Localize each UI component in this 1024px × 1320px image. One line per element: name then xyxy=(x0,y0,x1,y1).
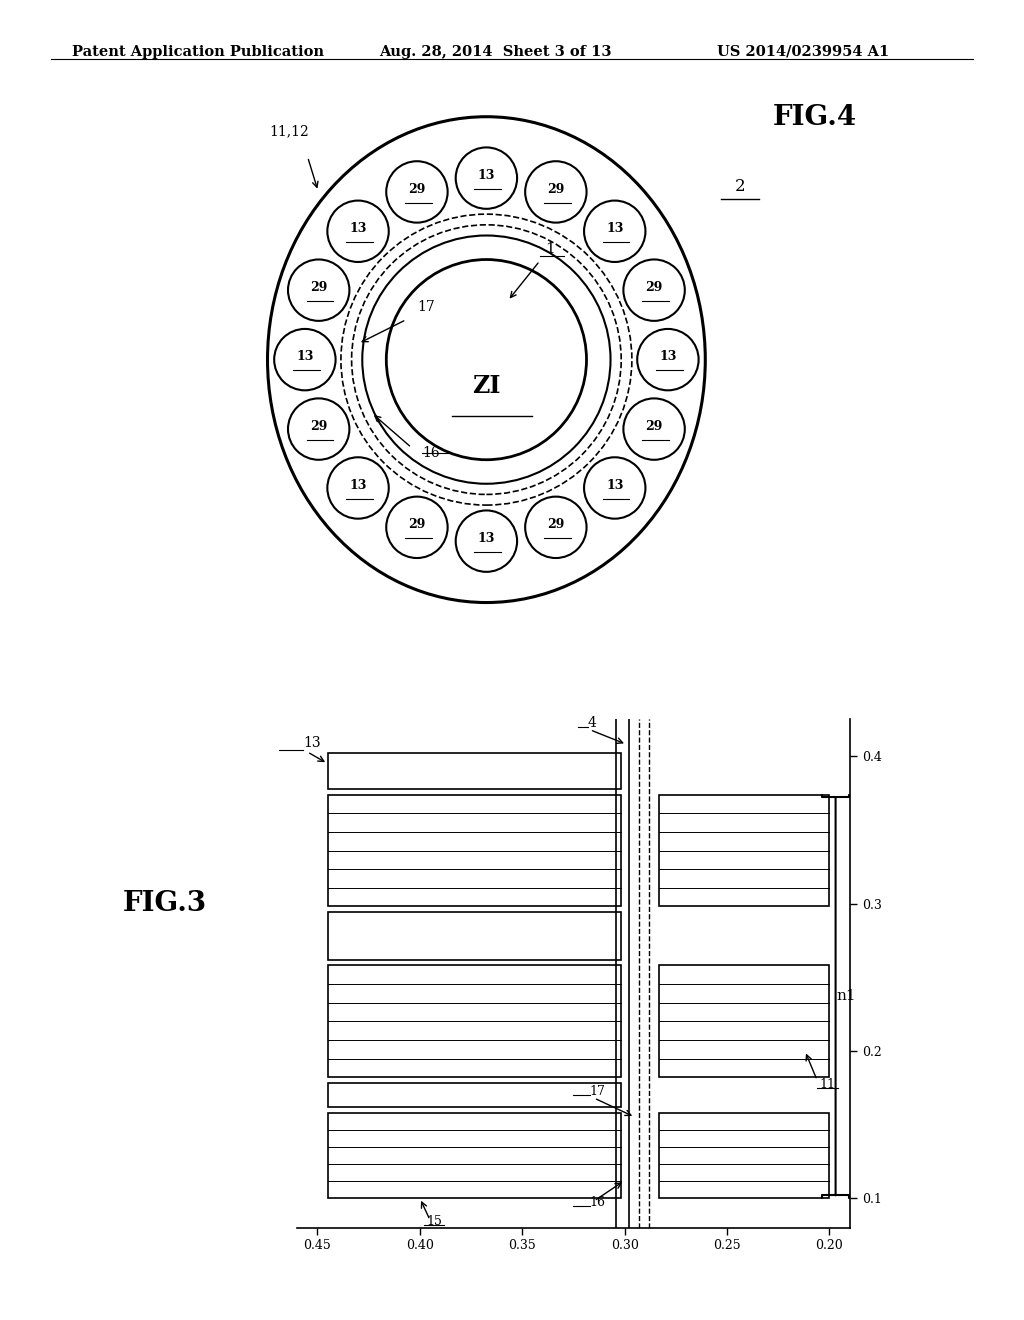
Text: 13: 13 xyxy=(606,479,624,492)
Text: 29: 29 xyxy=(310,420,328,433)
Text: 1: 1 xyxy=(545,242,555,256)
Text: 13: 13 xyxy=(478,169,495,182)
Text: 11,12: 11,12 xyxy=(269,124,309,139)
Circle shape xyxy=(624,260,685,321)
Bar xyxy=(659,1113,829,1199)
Circle shape xyxy=(525,496,587,558)
Bar xyxy=(328,965,621,1077)
Circle shape xyxy=(386,496,447,558)
Circle shape xyxy=(288,260,349,321)
Circle shape xyxy=(386,260,587,459)
Text: 13: 13 xyxy=(303,737,321,750)
Circle shape xyxy=(584,457,645,519)
Text: ZI: ZI xyxy=(472,375,501,399)
Text: 13: 13 xyxy=(296,350,313,363)
Circle shape xyxy=(386,161,447,223)
Circle shape xyxy=(525,161,587,223)
Text: Patent Application Publication: Patent Application Publication xyxy=(72,45,324,59)
Text: Aug. 28, 2014  Sheet 3 of 13: Aug. 28, 2014 Sheet 3 of 13 xyxy=(379,45,611,59)
Bar xyxy=(659,795,829,907)
Bar xyxy=(328,1113,621,1199)
Bar xyxy=(659,965,829,1077)
Text: 29: 29 xyxy=(409,182,426,195)
Text: 29: 29 xyxy=(645,420,663,433)
Circle shape xyxy=(274,329,336,391)
Text: 29: 29 xyxy=(409,519,426,531)
Text: 17: 17 xyxy=(590,1085,606,1098)
Text: 16: 16 xyxy=(422,446,440,461)
Text: n1: n1 xyxy=(837,989,856,1003)
Bar xyxy=(328,1084,621,1106)
Circle shape xyxy=(624,399,685,459)
Text: 29: 29 xyxy=(310,281,328,294)
Bar xyxy=(328,912,621,960)
Text: 13: 13 xyxy=(349,479,367,492)
Text: FIG.4: FIG.4 xyxy=(773,104,857,132)
Text: 13: 13 xyxy=(606,222,624,235)
Text: 4: 4 xyxy=(588,715,597,730)
Text: FIG.3: FIG.3 xyxy=(123,890,207,917)
Circle shape xyxy=(288,399,349,459)
Text: US 2014/0239954 A1: US 2014/0239954 A1 xyxy=(717,45,889,59)
Text: 29: 29 xyxy=(547,182,564,195)
Circle shape xyxy=(328,201,389,261)
Text: 13: 13 xyxy=(659,350,677,363)
Circle shape xyxy=(328,457,389,519)
Circle shape xyxy=(456,148,517,209)
Bar xyxy=(328,795,621,907)
Text: 29: 29 xyxy=(645,281,663,294)
Text: 15: 15 xyxy=(426,1214,442,1228)
Text: 13: 13 xyxy=(349,222,367,235)
Text: 2: 2 xyxy=(734,178,745,194)
Text: 17: 17 xyxy=(417,300,435,314)
Circle shape xyxy=(456,511,517,572)
Circle shape xyxy=(584,201,645,261)
Text: 16: 16 xyxy=(590,1196,606,1209)
Text: 13: 13 xyxy=(478,532,495,545)
Circle shape xyxy=(637,329,698,391)
Text: 11: 11 xyxy=(819,1077,836,1090)
Bar xyxy=(328,754,621,788)
Text: 29: 29 xyxy=(547,519,564,531)
